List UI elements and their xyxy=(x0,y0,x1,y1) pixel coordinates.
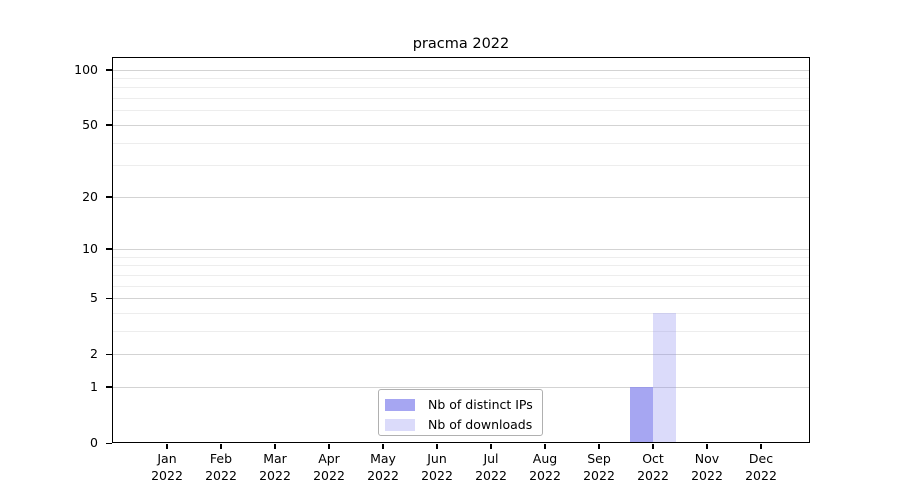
legend-swatch-downloads xyxy=(385,418,415,431)
x-tick-mark xyxy=(166,444,168,449)
x-tick-label: Nov 2022 xyxy=(675,450,739,484)
x-tick-label-line: Jul xyxy=(483,451,499,466)
minor-gridline xyxy=(112,265,810,267)
x-tick-label: Oct 2022 xyxy=(621,450,685,484)
legend-swatch-distinct-ips xyxy=(385,398,415,411)
x-tick-label-line: 2022 xyxy=(637,468,669,483)
chart-title: pracma 2022 xyxy=(412,36,510,52)
bars-layer xyxy=(112,57,810,443)
y-tick-mark xyxy=(106,69,112,71)
x-tick-mark xyxy=(760,444,762,449)
x-tick-label-line: 2022 xyxy=(583,468,615,483)
major-gridline xyxy=(112,69,810,71)
plot-area: Nb of distinct IPs Nb of downloads xyxy=(112,57,810,443)
bar-distinct-ips xyxy=(630,386,653,443)
y-tick-label: 100 xyxy=(74,61,98,77)
x-tick-label: Jan 2022 xyxy=(135,450,199,484)
minor-gridline xyxy=(112,165,810,167)
y-axis: 0 1 2 5 10 20 50 100 xyxy=(0,57,112,450)
x-tick-label-line: 2022 xyxy=(421,468,453,483)
y-tick-mark xyxy=(106,442,112,444)
x-tick-label-line: Apr xyxy=(318,451,340,466)
y-tick-mark xyxy=(106,353,112,356)
legend-item-downloads: Nb of downloads xyxy=(385,416,533,433)
x-tick-label-line: Oct xyxy=(642,451,664,466)
x-tick-label: Jun 2022 xyxy=(405,450,469,484)
gridlines-layer xyxy=(112,57,810,443)
legend-label-distinct-ips: Nb of distinct IPs xyxy=(428,397,533,412)
y-tick-label: 5 xyxy=(90,290,98,306)
legend-label-downloads: Nb of downloads xyxy=(428,417,533,432)
major-gridline xyxy=(112,196,810,198)
y-tick-label: 10 xyxy=(82,240,98,256)
minor-gridline xyxy=(112,78,810,80)
legend-item-distinct-ips: Nb of distinct IPs xyxy=(385,396,533,413)
x-tick-label-line: Sep xyxy=(587,451,611,466)
x-tick-label-line: 2022 xyxy=(745,468,777,483)
x-tick-label: Jul 2022 xyxy=(459,450,523,484)
x-tick-label-line: 2022 xyxy=(529,468,561,483)
x-tick-label-line: Dec xyxy=(748,451,774,466)
x-tick-mark xyxy=(436,444,438,449)
y-tick-label: 1 xyxy=(90,378,98,394)
y-tick-label: 50 xyxy=(82,116,98,132)
x-tick-mark xyxy=(382,444,384,449)
minor-gridline xyxy=(112,110,810,112)
y-tick-label: 20 xyxy=(82,188,98,204)
x-tick-label-line: Mar xyxy=(263,451,287,466)
x-tick-label: Sep 2022 xyxy=(567,450,631,484)
x-tick-label-line: 2022 xyxy=(313,468,345,483)
minor-gridline xyxy=(112,312,810,314)
legend: Nb of distinct IPs Nb of downloads xyxy=(378,389,543,436)
x-tick-label-line: Nov xyxy=(694,451,720,466)
x-tick-label-line: 2022 xyxy=(205,468,237,483)
major-gridline xyxy=(112,386,810,388)
y-tick-mark xyxy=(106,196,112,198)
x-tick-mark xyxy=(220,444,222,449)
x-tick-mark xyxy=(544,444,546,449)
minor-gridline xyxy=(112,330,810,332)
y-tick-mark xyxy=(106,248,112,250)
x-tick-label-line: Feb xyxy=(209,451,233,466)
bar-downloads xyxy=(653,312,676,443)
minor-gridline xyxy=(112,87,810,89)
x-tick-mark xyxy=(598,444,600,449)
x-tick-label-line: Aug xyxy=(532,451,558,466)
minor-gridline xyxy=(112,285,810,287)
y-tick-label: 2 xyxy=(90,346,98,362)
y-tick-mark xyxy=(106,297,112,300)
x-tick-label: Mar 2022 xyxy=(243,450,307,484)
x-tick-mark xyxy=(274,444,276,449)
major-gridline xyxy=(112,298,810,300)
major-gridline xyxy=(112,248,810,250)
minor-gridline xyxy=(112,142,810,144)
x-tick-label-line: 2022 xyxy=(151,468,183,483)
minor-gridline xyxy=(112,274,810,276)
x-tick-label: Aug 2022 xyxy=(513,450,577,484)
y-tick-label: 0 xyxy=(90,435,98,450)
x-tick-label-line: Jun xyxy=(427,451,447,466)
x-tick-mark xyxy=(328,444,330,449)
x-tick-mark xyxy=(706,444,708,449)
x-tick-mark xyxy=(652,444,654,449)
minor-gridline xyxy=(112,256,810,258)
x-tick-label-line: 2022 xyxy=(259,468,291,483)
x-tick-label: Feb 2022 xyxy=(189,450,253,484)
x-tick-label: May 2022 xyxy=(351,450,415,484)
y-tick-mark xyxy=(106,124,112,126)
x-tick-mark xyxy=(490,444,492,449)
x-tick-label-line: 2022 xyxy=(691,468,723,483)
x-tick-label-line: 2022 xyxy=(475,468,507,483)
x-tick-label-line: Jan xyxy=(157,451,177,466)
x-axis: Jan 2022 Feb 2022 Mar 2022 Apr 2022 May 2022 Jun 20… xyxy=(112,443,810,495)
x-tick-label-line: May xyxy=(370,451,396,466)
major-gridline xyxy=(112,124,810,126)
x-tick-label: Dec 2022 xyxy=(729,450,793,484)
minor-gridline xyxy=(112,98,810,100)
major-gridline xyxy=(112,354,810,356)
x-tick-label-line: 2022 xyxy=(367,468,399,483)
y-tick-mark xyxy=(106,386,112,388)
x-tick-label: Apr 2022 xyxy=(297,450,361,484)
